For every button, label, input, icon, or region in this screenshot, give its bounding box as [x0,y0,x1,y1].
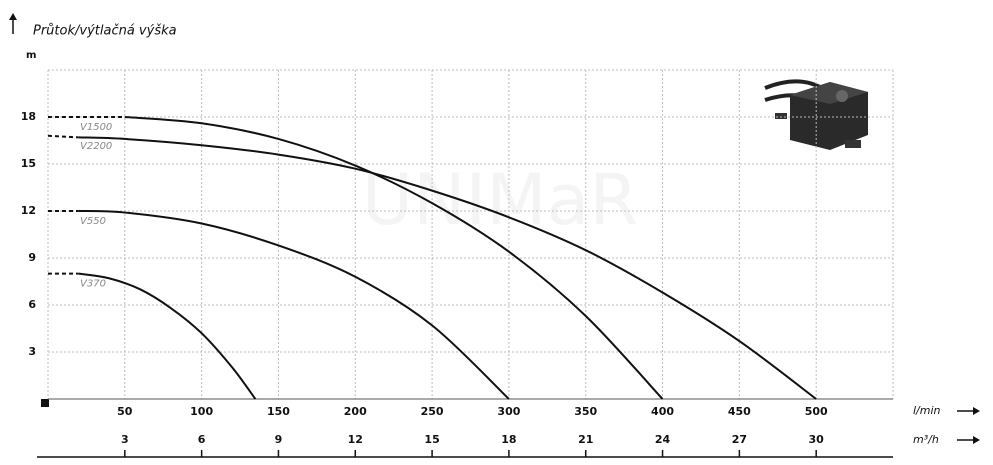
curve [124,116,664,400]
x2-tick-label: 18 [501,433,516,446]
y-tick-label: 18 [21,110,36,123]
x2-tick-label: 3 [121,433,129,446]
x-axis-label: l/min [913,404,941,417]
curve-label: V2200 [80,141,112,152]
x2-tick-label: 15 [424,433,439,446]
y-tick-label: 6 [28,298,36,311]
x2-tick-label: 21 [578,433,593,446]
curve [78,136,817,400]
y-axis-label: m [26,50,36,61]
x-tick-label: 500 [805,405,828,418]
x2-tick-label: 6 [198,433,206,446]
curve [78,272,257,400]
x-tick-label: 200 [344,405,367,418]
x-tick-label: 50 [117,405,133,418]
x-tick-label: 300 [497,405,520,418]
y-tick-label: 3 [28,345,36,358]
x-tick-label: 150 [267,405,290,418]
x-tick-label: 450 [728,405,751,418]
x2-axis-label: m³/h [913,433,939,446]
y-tick-label: 15 [21,157,36,170]
curve-label: V370 [80,279,106,290]
x-tick-label: 400 [651,405,674,418]
product-image [764,79,868,150]
curve-label: V1500 [80,122,112,133]
x-arrow-head [973,407,980,415]
x-tick-label: 350 [574,405,597,418]
y-tick-label: 9 [28,251,36,264]
origin-marker [41,399,49,407]
curve-label: V550 [80,216,106,227]
x-tick-label: 250 [421,405,444,418]
y-arrow-head [9,13,17,20]
y-tick-label: 12 [21,204,36,217]
x2-tick-label: 27 [732,433,747,446]
x2-tick-label: 30 [809,433,825,446]
watermark: UNIMaR [362,159,638,241]
chart-title: Průtok/výtlačná výška [33,24,177,39]
curve [78,210,510,400]
x2-tick-label: 12 [348,433,363,446]
x2-tick-label: 9 [275,433,283,446]
x-tick-label: 100 [190,405,213,418]
x2-arrow-head [973,436,980,444]
x2-tick-label: 24 [655,433,671,446]
curve-dashed-start [47,134,79,139]
